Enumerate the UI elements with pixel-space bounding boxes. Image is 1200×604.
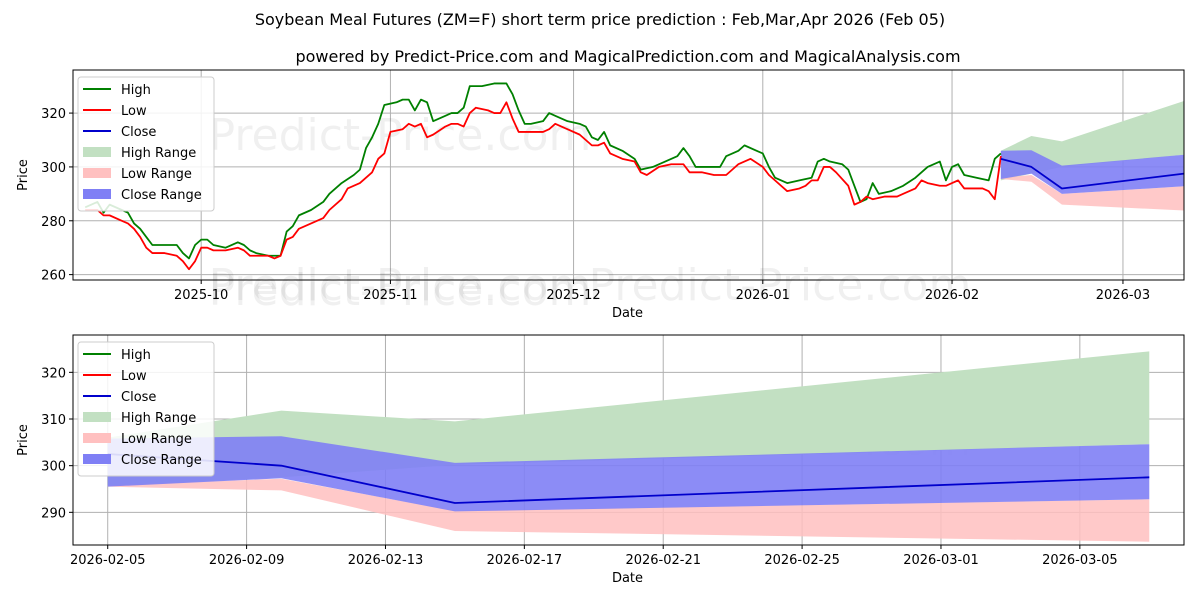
legend-label: High Range: [121, 146, 196, 161]
x-tick-label: 2026-03-05: [1042, 553, 1118, 568]
legend-box: [77, 76, 215, 212]
y-tick-label: 260: [41, 269, 66, 284]
legend-swatch-patch: [83, 189, 111, 199]
plot-frame: [72, 69, 1185, 281]
x-tick-label: 2026-02-09: [209, 553, 285, 568]
watermark-text: Predict-Price.com: [209, 260, 592, 311]
legend-label: Close: [121, 390, 156, 405]
x-tick-label: 2025-12: [546, 288, 600, 303]
x-tick-label: 2026-02: [925, 288, 979, 303]
chart-title: Soybean Meal Futures (ZM=F) short term p…: [255, 10, 945, 29]
legend-swatch-patch: [83, 147, 111, 157]
y-axis-label: Price: [16, 159, 31, 191]
low-line: [85, 101, 1002, 271]
legend-swatch-patch: [83, 433, 111, 443]
chart-panel-2: Predict-Price.comPredict-Price.comPredic…: [16, 265, 1185, 586]
close-range-band: [1000, 150, 1184, 194]
chart-subtitle: powered by Predict-Price.com and Magical…: [295, 47, 960, 66]
y-tick-label: 300: [41, 460, 66, 475]
y-tick-label: 290: [41, 506, 66, 521]
legend-label: Low: [121, 369, 147, 384]
chart-panel-1: Predict-Price.comPredict-Price.comPredic…: [16, 69, 1185, 321]
legend-label: Close Range: [121, 188, 202, 203]
low-range-band: [107, 478, 1150, 542]
y-tick-label: 310: [41, 413, 66, 428]
watermark-text: Predict-Price.com: [209, 265, 592, 316]
x-tick-label: 2026-02-05: [70, 553, 146, 568]
legend-label: Close: [121, 125, 156, 140]
close-range-band: [107, 436, 1150, 512]
high-line: [84, 82, 1002, 260]
legend-box: [77, 341, 215, 477]
y-tick-label: 320: [41, 107, 66, 122]
legend-label: High: [121, 348, 151, 363]
x-axis-label: Date: [612, 571, 643, 586]
watermark-text: Predict-Price.com: [589, 260, 972, 311]
x-axis-label: Date: [612, 306, 643, 321]
close-line: [1000, 157, 1185, 190]
legend-swatch-patch: [83, 454, 111, 464]
legend-label: Low Range: [121, 432, 192, 447]
legend-label: Close Range: [121, 453, 202, 468]
low-range-band: [1000, 175, 1184, 211]
y-tick-label: 320: [41, 366, 66, 381]
x-tick-label: 2026-02-13: [348, 553, 424, 568]
x-tick-label: 2026-03: [1096, 288, 1150, 303]
legend-label: High Range: [121, 411, 196, 426]
x-tick-label: 2026-02-25: [764, 553, 840, 568]
x-tick-label: 2025-10: [174, 288, 228, 303]
legend-label: Low: [121, 104, 147, 119]
plot-frame: [72, 334, 1185, 546]
watermark-text: Predict-Price.com: [209, 110, 592, 161]
legend-swatch-patch: [83, 168, 111, 178]
x-tick-label: 2026-02-17: [487, 553, 563, 568]
y-axis-label: Price: [16, 424, 31, 456]
x-tick-label: 2025-11: [363, 288, 417, 303]
y-tick-label: 280: [41, 215, 66, 230]
legend-swatch-patch: [83, 412, 111, 422]
legend-label: High: [121, 83, 151, 98]
x-tick-label: 2026-02-21: [625, 553, 701, 568]
legend-label: Low Range: [121, 167, 192, 182]
x-tick-label: 2026-01: [736, 288, 790, 303]
y-tick-label: 300: [41, 161, 66, 176]
x-tick-label: 2026-03-01: [903, 553, 979, 568]
